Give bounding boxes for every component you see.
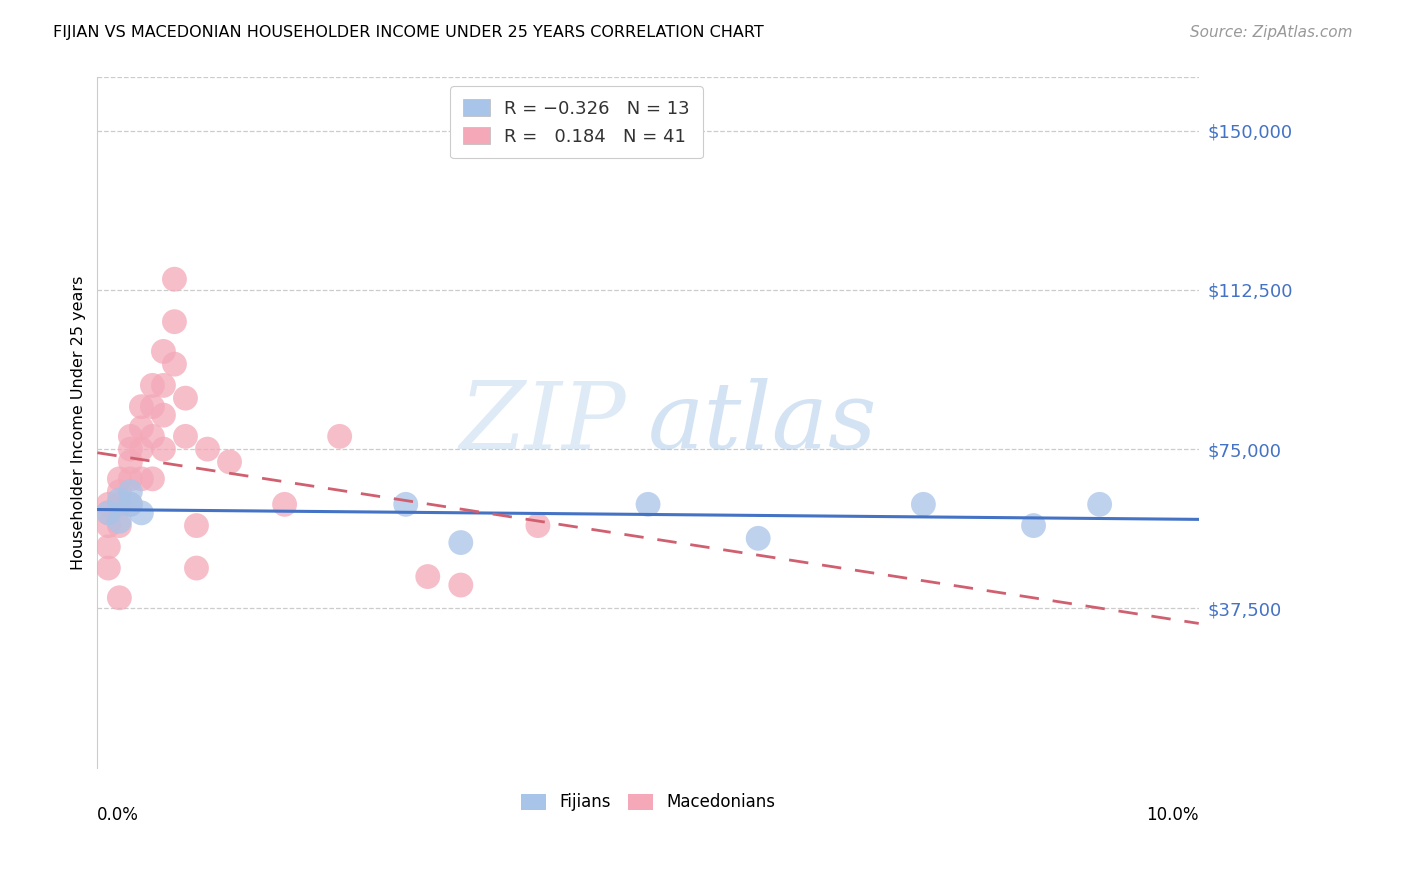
Point: [120, 442, 142, 456]
Point: [108, 514, 131, 528]
Point: [186, 518, 208, 533]
Point: [163, 315, 186, 329]
Point: [108, 518, 131, 533]
Text: 0.0%: 0.0%: [97, 805, 139, 823]
Text: FIJIAN VS MACEDONIAN HOUSEHOLDER INCOME UNDER 25 YEARS CORRELATION CHART: FIJIAN VS MACEDONIAN HOUSEHOLDER INCOME …: [53, 25, 765, 40]
Point: [120, 455, 142, 469]
Point: [450, 535, 472, 549]
Point: [131, 472, 153, 486]
Point: [527, 518, 550, 533]
Point: [108, 472, 131, 486]
Point: [120, 497, 142, 511]
Point: [131, 400, 153, 414]
Point: [152, 442, 174, 456]
Point: [186, 561, 208, 575]
Point: [747, 532, 769, 546]
Point: [131, 506, 153, 520]
Point: [120, 429, 142, 443]
Point: [637, 497, 659, 511]
Point: [141, 429, 163, 443]
Point: [163, 272, 186, 286]
Point: [912, 497, 935, 511]
Point: [174, 429, 197, 443]
Point: [141, 472, 163, 486]
Text: Source: ZipAtlas.com: Source: ZipAtlas.com: [1189, 25, 1353, 40]
Point: [108, 591, 131, 605]
Point: [141, 400, 163, 414]
Point: [97, 497, 120, 511]
Point: [174, 391, 197, 405]
Point: [131, 421, 153, 435]
Point: [97, 506, 120, 520]
Point: [97, 506, 120, 520]
Point: [152, 344, 174, 359]
Point: [97, 540, 120, 554]
Point: [163, 357, 186, 371]
Point: [395, 497, 418, 511]
Point: [108, 484, 131, 499]
Point: [1022, 518, 1045, 533]
Point: [120, 472, 142, 486]
Point: [450, 578, 472, 592]
Text: ZIP: ZIP: [460, 377, 626, 467]
Point: [218, 455, 240, 469]
Y-axis label: Householder Income Under 25 years: Householder Income Under 25 years: [72, 276, 86, 570]
Point: [131, 442, 153, 456]
Point: [120, 484, 142, 499]
Point: [108, 497, 131, 511]
Point: [416, 569, 439, 583]
Point: [1088, 497, 1111, 511]
Point: [329, 429, 352, 443]
Point: [141, 378, 163, 392]
Point: [120, 497, 142, 511]
Point: [97, 561, 120, 575]
Legend: Fijians, Macedonians: Fijians, Macedonians: [515, 787, 782, 818]
Text: atlas: atlas: [648, 377, 877, 467]
Text: 10.0%: 10.0%: [1146, 805, 1199, 823]
Point: [197, 442, 219, 456]
Point: [97, 518, 120, 533]
Point: [108, 493, 131, 508]
Point: [152, 408, 174, 422]
Point: [152, 378, 174, 392]
Point: [273, 497, 295, 511]
